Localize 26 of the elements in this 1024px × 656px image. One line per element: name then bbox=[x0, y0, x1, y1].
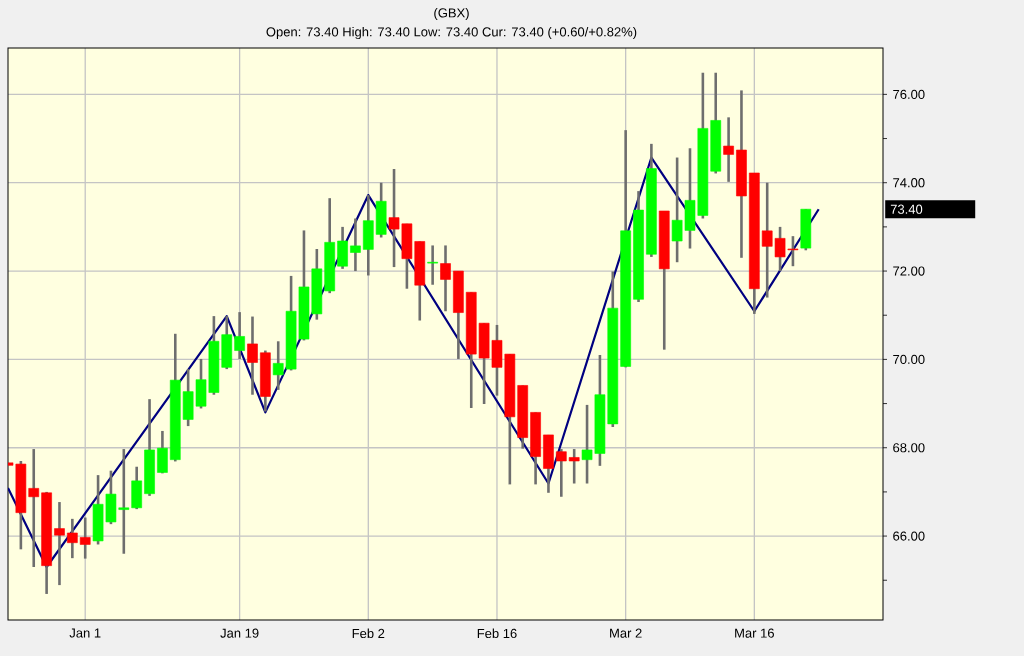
candlestick bbox=[54, 500, 65, 587]
candlestick bbox=[67, 517, 78, 560]
y-tick-label: 72.00 bbox=[893, 266, 925, 276]
y-tick-label: 68.00 bbox=[893, 443, 925, 453]
candlestick bbox=[723, 116, 734, 184]
text: 73.40 bbox=[890, 204, 923, 214]
candlestick bbox=[234, 310, 245, 361]
candlestick bbox=[440, 244, 451, 313]
y-tick-label: 76.00 bbox=[893, 89, 925, 99]
candlestick bbox=[568, 447, 580, 485]
candlestick bbox=[79, 516, 91, 560]
x-tick-label: Jan 1 bbox=[69, 628, 101, 638]
y-tick-label: 74.00 bbox=[893, 178, 925, 188]
chart-subtitle: Open: 73.40 High: 73.40 Low: 73.40 Cur: 73.40 (+0.60/+0.82%) bbox=[266, 26, 637, 40]
y-tick-label: 70.00 bbox=[893, 354, 925, 364]
x-tick-label: Feb 2 bbox=[352, 628, 385, 639]
candlestick bbox=[556, 447, 567, 499]
x-tick-label: Mar 16 bbox=[735, 628, 774, 638]
candlestick bbox=[350, 217, 361, 273]
x-tick-label: Jan 19 bbox=[220, 628, 259, 638]
y-tick-label: 66.00 bbox=[893, 531, 925, 541]
chart-title: (GBX) bbox=[434, 7, 469, 21]
x-tick-label: Mar 2 bbox=[610, 628, 642, 638]
candlestick bbox=[427, 244, 438, 287]
candlestick bbox=[247, 315, 258, 397]
x-tick-label: Feb 16 bbox=[477, 628, 517, 639]
